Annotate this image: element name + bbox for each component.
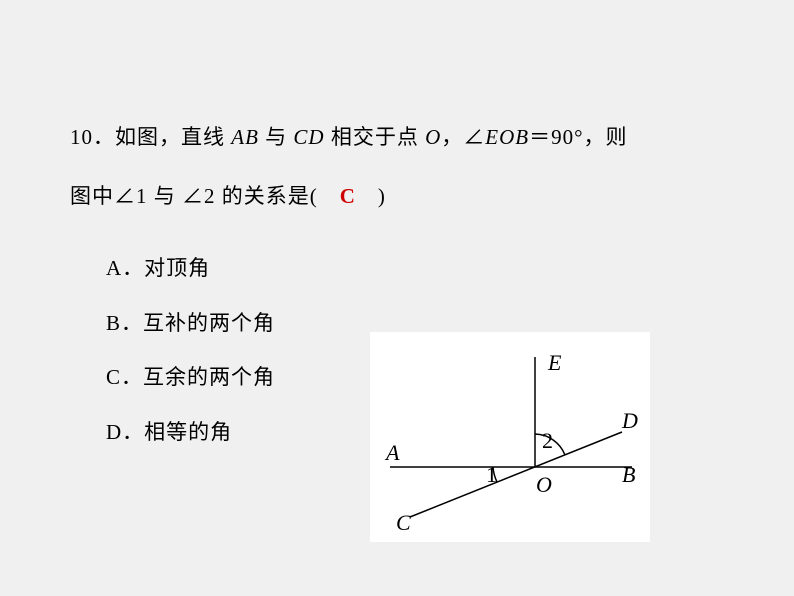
text: ＝90°，则 (529, 125, 627, 149)
option-letter: C． (106, 365, 143, 389)
option-text: 相等的角 (144, 420, 232, 444)
option-letter: D． (106, 420, 144, 444)
option-text: 互余的两个角 (143, 365, 275, 389)
diagram-label-o: O (536, 472, 552, 498)
diagram-label-b: B (622, 462, 635, 488)
angle-symbol: ∠ (463, 125, 485, 149)
question-number: 10． (70, 125, 115, 149)
diagram-label-a: A (386, 440, 399, 466)
text: ) (356, 184, 386, 208)
text: 与 (148, 184, 183, 208)
diagram-label-c: C (396, 510, 411, 536)
text: 的关系是( (216, 184, 340, 208)
option-a: A．对顶角 (106, 241, 730, 296)
text: 相交于点 (325, 125, 426, 149)
option-text: 互补的两个角 (143, 311, 275, 335)
var-o: O (425, 125, 441, 149)
diagram-label-n1: 1 (486, 462, 497, 488)
answer-letter: C (340, 184, 356, 208)
option-letter: B． (106, 311, 143, 335)
angle1: ∠1 (114, 184, 148, 208)
text: ， (441, 125, 463, 149)
text: 如图，直线 (115, 125, 231, 149)
var-eob: EOB (485, 125, 529, 149)
geometry-diagram: E D A B C O 1 2 (370, 332, 650, 542)
text: 图中 (70, 184, 114, 208)
question-block: 10．如图，直线 AB 与 CD 相交于点 O，∠EOB＝90°，则 图中∠1 … (70, 110, 730, 460)
question-line-2: 图中∠1 与 ∠2 的关系是( C ) (70, 169, 730, 224)
angle2: ∠2 (182, 184, 216, 208)
var-ab: AB (231, 125, 259, 149)
question-line-1: 10．如图，直线 AB 与 CD 相交于点 O，∠EOB＝90°，则 (70, 110, 730, 165)
diagram-svg (370, 332, 650, 542)
text: 与 (259, 125, 294, 149)
option-text: 对顶角 (144, 256, 210, 280)
diagram-label-d: D (622, 408, 638, 434)
diagram-label-n2: 2 (542, 428, 553, 454)
option-letter: A． (106, 256, 144, 280)
diagram-label-e: E (548, 350, 561, 376)
var-cd: CD (293, 125, 324, 149)
